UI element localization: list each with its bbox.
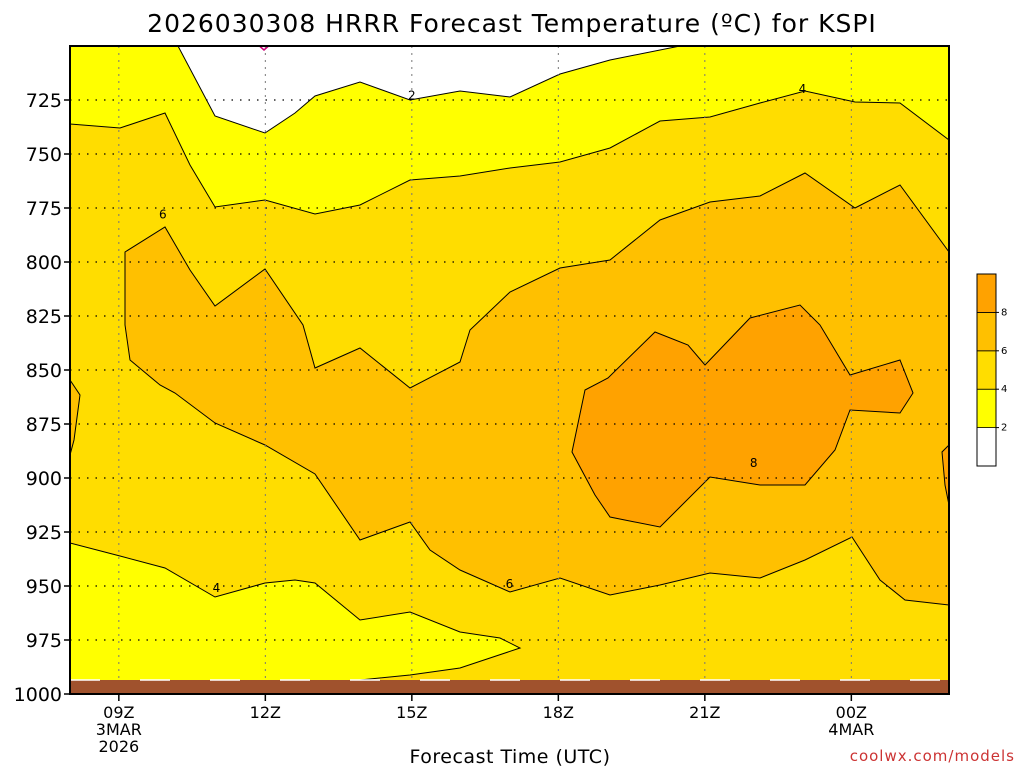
y-tick-label-950: 950 [26,576,62,598]
y-tick-label-900: 900 [26,468,62,490]
chart-title: 2026030308 HRRR Forecast Temperature (ºC… [147,9,877,38]
y-tick-label-975: 975 [26,630,62,652]
x-tick-label-9-0: 09Z [103,703,134,722]
colorbar-tick-label-0: 2 [1001,423,1007,434]
y-tick-label-775: 775 [26,198,62,220]
y-tick-label-875: 875 [26,414,62,436]
credit-text: coolwx.com/models [850,747,1015,765]
grid-lines [70,46,949,694]
contour-label-2: 6 [159,207,167,221]
colorbar-swatch-3 [976,311,997,352]
x-tick-label-9-2: 2026 [98,737,139,756]
x-tick-label-15-0: 15Z [396,703,427,722]
colorbar-legend: 2 4 6 8 [976,273,1007,467]
x-tick-label-9-1: 3MAR [96,720,142,739]
y-tick-label-1000: 1000 [14,684,62,706]
y-tick-label-750: 750 [26,144,62,166]
colorbar-frame [976,273,997,467]
y-tick-label-850: 850 [26,360,62,382]
x-tick-label-12-0: 12Z [250,703,281,722]
ground-band [70,680,949,694]
contour-label-0: 2 [408,89,416,103]
x-axis-label: Forecast Time (UTC) [410,746,611,768]
contour-label-1: 4 [799,82,807,96]
colorbar-swatch-4 [976,273,997,313]
y-tick-label-725: 725 [26,90,62,112]
y-tick-label-925: 925 [26,522,62,544]
region-6-to-8-left-edge [70,379,81,456]
colorbar-tick-label-2: 6 [1001,346,1007,357]
region-6-to-8 [124,172,949,606]
x-tick-label-24-1: 4MAR [828,720,874,739]
x-tick-label-21-0: 21Z [689,703,720,722]
region-8-to-10 [571,304,914,528]
colorbar-tick-label-1: 4 [1001,384,1007,395]
y-tick-label-825: 825 [26,306,62,328]
contour-labels: 2 4 6 4 6 8 [159,82,806,595]
region-below-2-peak [258,46,270,51]
contour-label-5: 8 [750,456,758,470]
colorbar-swatch-1 [976,388,997,429]
x-tick-label-24-0: 00Z [836,703,867,722]
x-tick-label-18-0: 18Z [543,703,574,722]
y-tick-label-800: 800 [26,252,62,274]
region-8-to-10-right-edge [941,444,949,506]
contour-label-3: 4 [213,581,221,595]
colorbar-swatch-2 [976,350,997,390]
colorbar-swatch-0 [976,427,997,467]
contour-label-4: 6 [506,577,514,591]
colorbar-tick-label-3: 8 [1001,307,1007,318]
y-axis: 725 750 775 800 825 850 875 900 925 950 975 1000 [14,90,70,706]
plot-area: 2 4 6 4 6 8 [70,46,949,694]
